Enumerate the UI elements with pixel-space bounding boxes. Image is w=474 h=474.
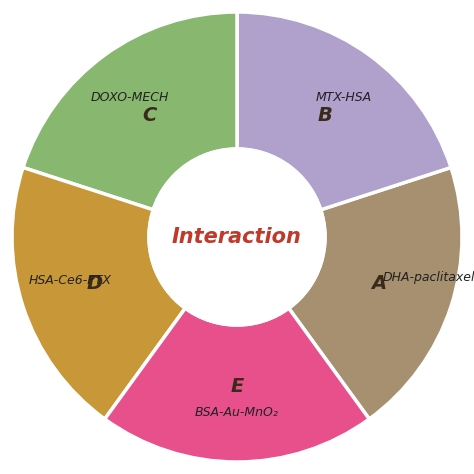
Text: DOXO-MECH: DOXO-MECH [91, 91, 169, 104]
Text: HSA-Ce6-PTX: HSA-Ce6-PTX [29, 274, 112, 287]
Text: B: B [318, 107, 332, 126]
Wedge shape [289, 167, 462, 419]
Circle shape [149, 149, 325, 325]
Wedge shape [12, 167, 185, 419]
Text: DHA-paclitaxel: DHA-paclitaxel [382, 272, 474, 284]
Text: C: C [142, 107, 156, 126]
Text: A: A [372, 274, 387, 293]
Text: E: E [230, 377, 244, 396]
Text: MTX-HSA: MTX-HSA [316, 91, 372, 104]
Text: BSA-Au-MnO₂: BSA-Au-MnO₂ [195, 406, 279, 419]
Wedge shape [105, 308, 369, 462]
Wedge shape [237, 12, 451, 210]
Text: D: D [87, 274, 103, 293]
Text: Interaction: Interaction [172, 227, 302, 247]
Wedge shape [23, 12, 237, 210]
